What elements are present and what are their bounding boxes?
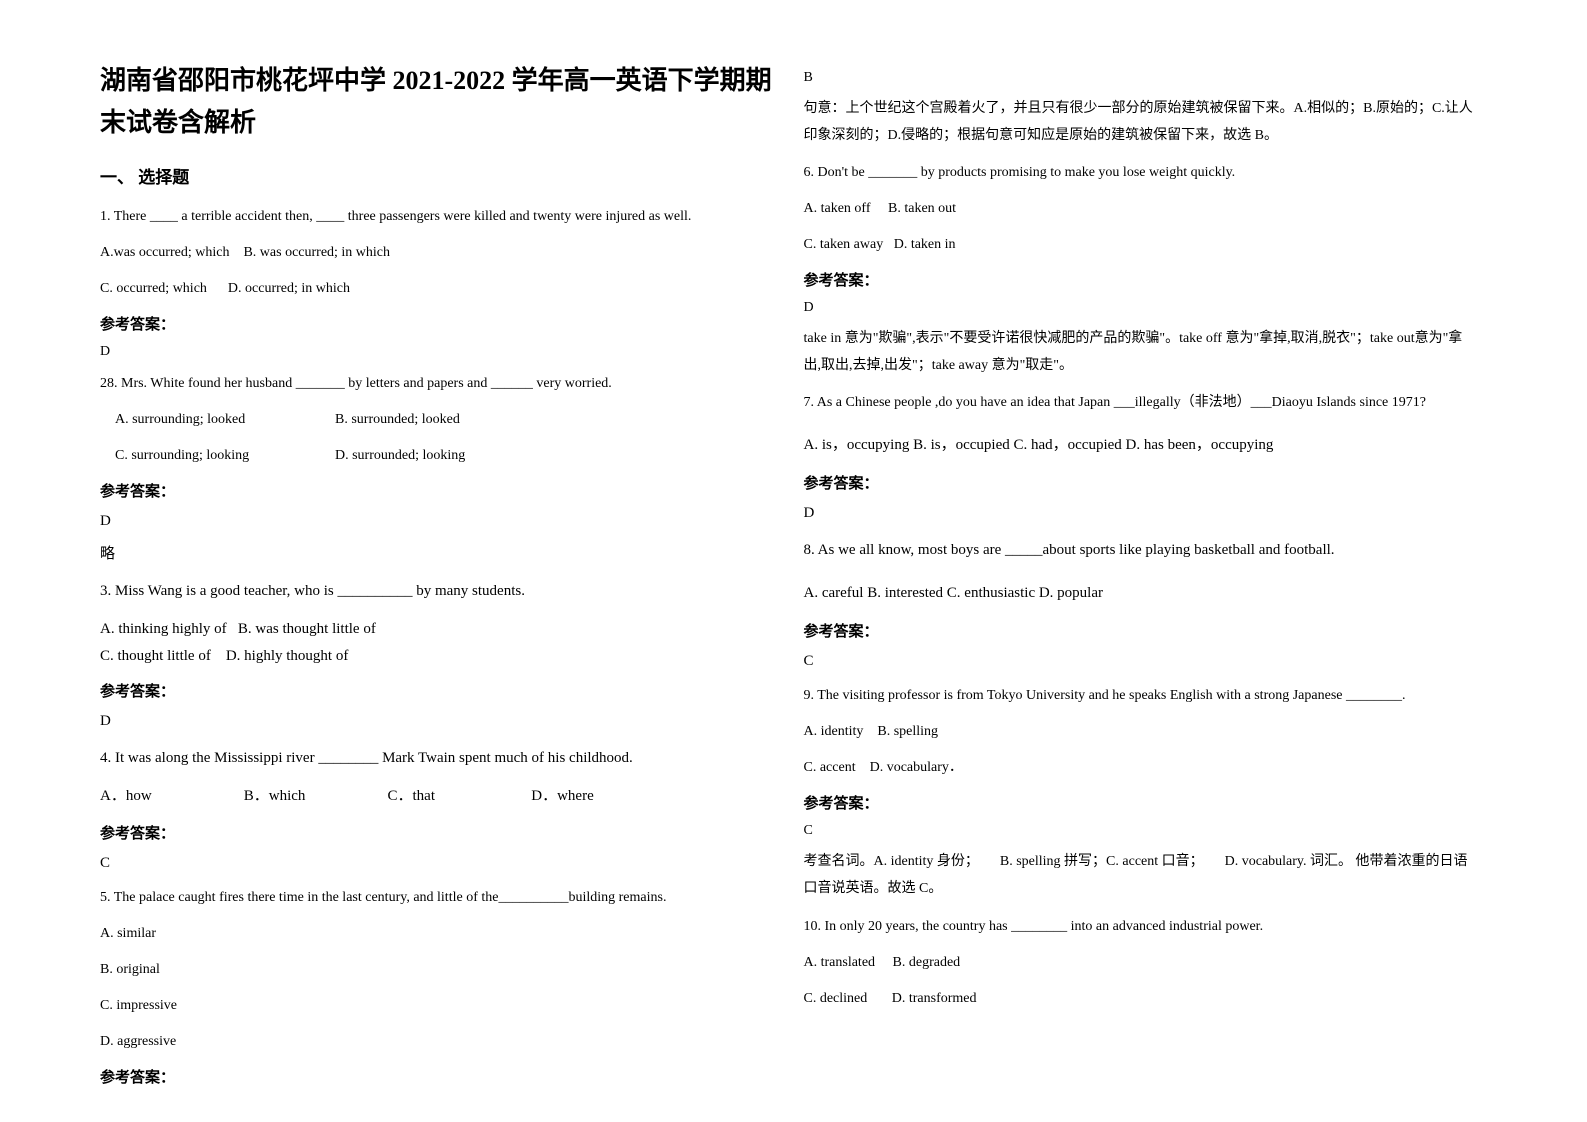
q9-text: 9. The visiting professor is from Tokyo … [804, 682, 1478, 710]
q6-explanation: take in 意为"欺骗",表示"不要受许诺很快减肥的产品的欺骗"。take … [804, 326, 1478, 379]
q7-text: 7. As a Chinese people ,do you have an i… [804, 389, 1478, 417]
q4-optB: B．which [244, 783, 384, 810]
q7-answer-label: 参考答案： [804, 472, 1478, 493]
q6-optB: B. taken out [888, 201, 956, 216]
q10-text: 10. In only 20 years, the country has __… [804, 913, 1478, 941]
q9-options-row2: C. accent D. vocabulary． [804, 754, 1478, 782]
q5-optA: A. similar [100, 920, 774, 948]
q3-options-row2: C. thought little of D. highly thought o… [100, 643, 774, 670]
q2-optA: A. surrounding; looked [115, 406, 335, 434]
q6-text: 6. Don't be _______ by products promisin… [804, 159, 1478, 187]
q3-answer: D [100, 713, 774, 730]
q2-optD: D. surrounded; looking [335, 442, 465, 470]
q8-answer: C [804, 653, 1478, 670]
q9-explanation: 考查名词。A. identity 身份； B. spelling 拼写；C. a… [804, 849, 1478, 902]
q2-text: 28. Mrs. White found her husband _______… [100, 370, 774, 398]
q2-answer: D [100, 513, 774, 530]
q4-answer-label: 参考答案： [100, 822, 774, 843]
q4-text: 4. It was along the Mississippi river __… [100, 742, 774, 775]
q2-skip: 略 [100, 542, 774, 563]
q9-answer: C [804, 823, 1478, 839]
q5-explanation: 句意：上个世纪这个宫殿着火了，并且只有很少一部分的原始建筑被保留下来。A.相似的… [804, 96, 1478, 149]
q3-optA: A. thinking highly of [100, 621, 227, 637]
q4-optD: D．where [531, 783, 671, 810]
q5-text: 5. The palace caught fires there time in… [100, 884, 774, 912]
q9-answer-label: 参考答案： [804, 792, 1478, 813]
q10-options-row2: C. declined D. transformed [804, 985, 1478, 1013]
q4-options: A．how B．which C．that D．where [100, 783, 774, 810]
q6-optA: A. taken off [804, 201, 871, 216]
q2-answer-label: 参考答案： [100, 480, 774, 501]
q1-optD: D. occurred; in which [228, 281, 350, 296]
q10-optA: A. translated [804, 955, 876, 970]
q3-optD: D. highly thought of [226, 648, 349, 664]
q5-optD: D. aggressive [100, 1028, 774, 1056]
q3-options-row1: A. thinking highly of B. was thought lit… [100, 616, 774, 643]
q10-optC: C. declined [804, 991, 868, 1006]
q8-options: A. careful B. interested C. enthusiastic… [804, 577, 1478, 610]
section-heading: 一、 选择题 [100, 163, 774, 188]
q1-optC: C. occurred; which [100, 281, 207, 296]
q1-options-row2: C. occurred; which D. occurred; in which [100, 275, 774, 303]
q10-optD: D. transformed [892, 991, 977, 1006]
q9-optC: C. accent [804, 760, 856, 775]
q5-optC: C. impressive [100, 992, 774, 1020]
q8-text: 8. As we all know, most boys are _____ab… [804, 534, 1478, 567]
q3-answer-label: 参考答案： [100, 680, 774, 701]
q2-optB: B. surrounded; looked [335, 406, 460, 434]
q3-text: 3. Miss Wang is a good teacher, who is _… [100, 575, 774, 608]
q8-answer-label: 参考答案： [804, 620, 1478, 641]
q2-options-row1: A. surrounding; looked B. surrounded; lo… [100, 406, 774, 434]
q5-optB: B. original [100, 956, 774, 984]
q6-optD: D. taken in [894, 237, 956, 252]
q6-optC: C. taken away [804, 237, 884, 252]
q9-options-row1: A. identity B. spelling [804, 718, 1478, 746]
q1-optA: A.was occurred; which [100, 245, 229, 260]
q6-answer: D [804, 300, 1478, 316]
q9-optD: D. vocabulary． [870, 760, 963, 775]
q3-optC: C. thought little of [100, 648, 211, 664]
q3-optB: B. was thought little of [238, 621, 376, 637]
q10-options-row1: A. translated B. degraded [804, 949, 1478, 977]
q9-optB: B. spelling [877, 724, 938, 739]
q4-answer: C [100, 855, 774, 872]
q1-options-row1: A.was occurred; which B. was occurred; i… [100, 239, 774, 267]
q10-optB: B. degraded [893, 955, 961, 970]
q1-answer: D [100, 344, 774, 360]
q2-optC: C. surrounding; looking [115, 442, 335, 470]
q5-answer: B [804, 70, 1478, 86]
q1-answer-label: 参考答案： [100, 313, 774, 334]
q4-optC: C．that [388, 783, 528, 810]
q6-options-row2: C. taken away D. taken in [804, 231, 1478, 259]
page-title: 湖南省邵阳市桃花坪中学 2021-2022 学年高一英语下学期期末试卷含解析 [100, 60, 774, 143]
q2-options-row2: C. surrounding; looking D. surrounded; l… [100, 442, 774, 470]
q6-answer-label: 参考答案： [804, 269, 1478, 290]
q5-answer-label: 参考答案： [100, 1066, 774, 1087]
q7-answer: D [804, 505, 1478, 522]
q7-options: A. is，occupying B. is，occupied C. had，oc… [804, 429, 1478, 462]
right-column: B 句意：上个世纪这个宫殿着火了，并且只有很少一部分的原始建筑被保留下来。A.相… [804, 60, 1508, 1082]
left-column: 湖南省邵阳市桃花坪中学 2021-2022 学年高一英语下学期期末试卷含解析 一… [100, 60, 804, 1082]
q6-options-row1: A. taken off B. taken out [804, 195, 1478, 223]
q1-text: 1. There ____ a terrible accident then, … [100, 203, 774, 231]
q1-optB: B. was occurred; in which [243, 245, 390, 260]
q4-optA: A．how [100, 783, 240, 810]
q9-optA: A. identity [804, 724, 864, 739]
